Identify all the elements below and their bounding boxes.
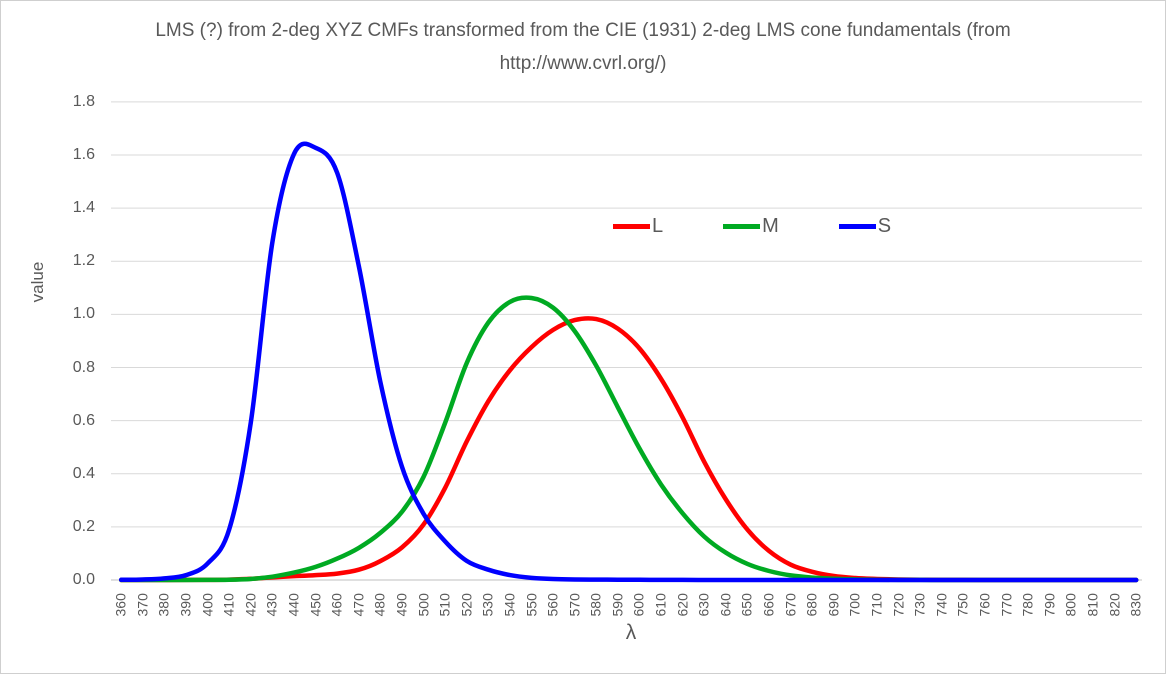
x-tick-label: 440 <box>285 593 302 617</box>
x-tick-label: 690 <box>825 593 842 617</box>
x-tick-label: 380 <box>155 593 172 617</box>
x-tick-label: 460 <box>328 593 345 617</box>
x-tick-label: 610 <box>652 593 669 617</box>
x-tick-label: 510 <box>436 593 453 617</box>
y-tick-label: 1.6 <box>72 146 95 163</box>
x-tick-label: 450 <box>307 593 324 617</box>
y-tick-label: 0.4 <box>72 465 95 482</box>
y-tick-label: 0.8 <box>72 359 95 376</box>
x-tick-label: 470 <box>350 593 367 617</box>
legend-item-M: M <box>723 215 779 238</box>
x-tick-label: 590 <box>609 593 626 617</box>
x-tick-label: 580 <box>587 593 604 617</box>
x-tick-label: 680 <box>803 593 820 617</box>
legend-label-L: L <box>652 214 664 237</box>
chart-title-wrap: LMS (?) from 2-deg XYZ CMFs transformed … <box>1 14 1165 80</box>
x-tick-label: 600 <box>630 593 647 617</box>
x-tick-label: 370 <box>134 593 151 617</box>
series-line-L <box>118 316 1139 583</box>
legend-label-M: M <box>762 214 779 237</box>
chart-title: LMS (?) from 2-deg XYZ CMFs transformed … <box>155 20 1011 74</box>
x-tick-label: 770 <box>998 593 1015 617</box>
x-tick-label: 800 <box>1062 593 1079 617</box>
legend-label-S: S <box>877 214 892 237</box>
x-tick-label: 490 <box>393 593 410 617</box>
x-tick-label: 540 <box>501 593 518 617</box>
legend-swatch-L <box>613 223 650 229</box>
legend-item-L: L <box>613 215 663 238</box>
x-tick-label: 740 <box>933 593 950 617</box>
y-tick-label: 0.6 <box>72 412 95 429</box>
x-tick-label: 820 <box>1106 593 1123 617</box>
legend-swatch-M <box>723 223 761 229</box>
x-tick-label: 670 <box>782 593 799 617</box>
x-tick-label: 640 <box>717 593 734 617</box>
x-tick-label: 410 <box>220 593 237 617</box>
x-tick-label: 390 <box>177 593 194 617</box>
x-tick-label: 700 <box>846 593 863 617</box>
x-tick-label: 520 <box>458 593 475 617</box>
x-tick-label: 480 <box>371 593 388 617</box>
x-tick-label: 720 <box>890 593 907 617</box>
x-axis-title: λ <box>625 621 637 644</box>
x-tick-label: 360 <box>112 593 129 617</box>
y-tick-label: 1.4 <box>72 199 95 216</box>
x-tick-label: 620 <box>674 593 691 617</box>
x-tick-label: 560 <box>544 593 561 617</box>
x-tick-label: 710 <box>868 593 885 617</box>
x-tick-label: 430 <box>263 593 280 617</box>
x-tick-label: 790 <box>1041 593 1058 617</box>
x-tick-label: 420 <box>242 593 259 617</box>
x-tick-label: 650 <box>738 593 755 617</box>
y-tick-label: 1.0 <box>72 305 95 322</box>
x-tick-label: 570 <box>566 593 583 617</box>
legend-swatch-S <box>838 223 876 229</box>
x-tick-label: 810 <box>1084 593 1101 617</box>
y-tick-label: 0.2 <box>72 518 95 535</box>
x-tick-label: 630 <box>695 593 712 617</box>
y-tick-label: 1.2 <box>72 252 95 269</box>
x-tick-label: 750 <box>954 593 971 617</box>
series-line-S <box>118 141 1139 583</box>
x-tick-label: 780 <box>1019 593 1036 617</box>
y-tick-label: 1.8 <box>72 93 95 110</box>
y-tick-label: 0.0 <box>72 571 95 588</box>
x-tick-label: 400 <box>199 593 216 617</box>
x-tick-label: 660 <box>760 593 777 617</box>
x-tick-label: 760 <box>976 593 993 617</box>
x-tick-label: 730 <box>911 593 928 617</box>
x-tick-label: 500 <box>415 593 432 617</box>
y-axis-title: value <box>28 261 47 303</box>
x-tick-label: 530 <box>479 593 496 617</box>
x-tick-label: 830 <box>1127 593 1144 617</box>
legend-item-S: S <box>838 214 892 238</box>
x-tick-label: 550 <box>523 593 540 617</box>
